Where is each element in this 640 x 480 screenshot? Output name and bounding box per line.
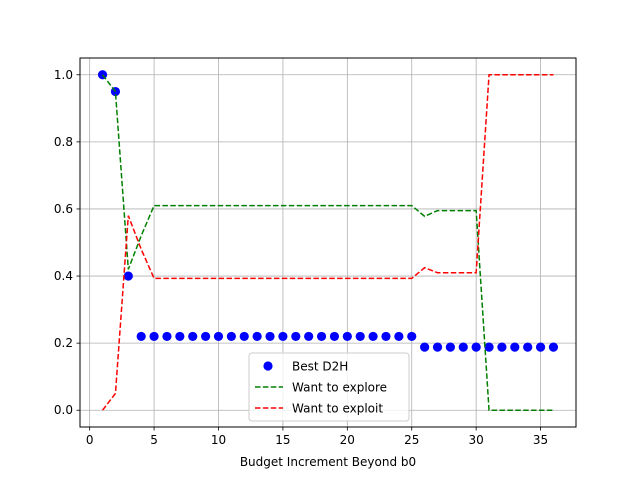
grid bbox=[80, 58, 576, 427]
legend-box bbox=[248, 352, 410, 422]
scatter-point bbox=[149, 331, 159, 342]
scatter-point bbox=[123, 271, 133, 281]
scatter-point bbox=[535, 342, 546, 352]
scatter-point bbox=[523, 342, 533, 352]
legend-item-want-to-exploit: Want to exploit bbox=[255, 402, 383, 416]
scatter-point bbox=[381, 331, 391, 342]
y-tick-label: 1.0 bbox=[54, 68, 73, 82]
x-ticks: 0 5 10 15 20 25 30 35 bbox=[86, 427, 548, 447]
scatter-point bbox=[342, 331, 352, 342]
scatter-point bbox=[394, 331, 404, 342]
plot-frame bbox=[79, 57, 577, 428]
x-tick-label: 20 bbox=[340, 433, 355, 447]
series-best-d2h bbox=[97, 70, 559, 352]
legend-label: Want to exploit bbox=[292, 402, 383, 416]
legend-marker bbox=[263, 361, 273, 371]
series-layer bbox=[97, 70, 559, 411]
legend-label: Want to explore bbox=[292, 381, 387, 395]
legend-label: Best D2H bbox=[292, 360, 348, 374]
x-axis-label: Budget Increment Beyond b0 bbox=[240, 455, 416, 469]
scatter-point bbox=[239, 331, 249, 342]
x-tick-label: 10 bbox=[211, 433, 226, 447]
scatter-point bbox=[226, 331, 236, 342]
scatter-point bbox=[291, 331, 301, 342]
x-tick-label: 25 bbox=[404, 433, 419, 447]
scatter-point bbox=[329, 331, 340, 342]
series-line-want-to-explore bbox=[101, 74, 554, 411]
x-tick-label: 30 bbox=[469, 433, 484, 447]
series-line-want-to-exploit bbox=[101, 74, 554, 411]
scatter-point bbox=[432, 342, 443, 352]
x-tick-label: 35 bbox=[533, 433, 548, 447]
scatter-point bbox=[548, 342, 559, 352]
legend-item-best-d2h: Best D2H bbox=[263, 360, 348, 374]
scatter-point bbox=[188, 331, 198, 342]
scatter-point bbox=[175, 331, 185, 342]
scatter-point bbox=[265, 331, 275, 342]
scatter-point bbox=[407, 331, 417, 342]
scatter-point bbox=[136, 331, 146, 342]
scatter-point bbox=[252, 331, 262, 342]
scatter-point bbox=[355, 331, 365, 342]
y-tick-label: 0.2 bbox=[54, 336, 73, 350]
x-tick-label: 5 bbox=[150, 433, 158, 447]
scatter-point bbox=[368, 331, 378, 342]
x-tick-label: 0 bbox=[86, 433, 94, 447]
scatter-point bbox=[484, 342, 494, 352]
scatter-point bbox=[458, 342, 468, 352]
scatter-point bbox=[201, 331, 211, 342]
scatter-point bbox=[278, 331, 288, 342]
y-tick-label: 0.4 bbox=[54, 269, 73, 283]
legend-item-want-to-explore: Want to explore bbox=[255, 381, 387, 395]
y-tick-label: 0.0 bbox=[54, 403, 73, 417]
y-ticks: 0.0 0.2 0.4 0.6 0.8 1.0 bbox=[54, 68, 80, 417]
scatter-point bbox=[420, 342, 430, 352]
x-tick-label: 15 bbox=[275, 433, 290, 447]
scatter-point bbox=[445, 342, 455, 352]
scatter-point bbox=[304, 331, 314, 342]
scatter-point bbox=[162, 331, 172, 342]
scatter-point bbox=[497, 342, 507, 352]
scatter-point bbox=[510, 342, 520, 352]
scatter-point bbox=[471, 342, 481, 352]
scatter-point bbox=[316, 331, 327, 342]
legend: Best D2H Want to explore Want to exploit bbox=[248, 352, 410, 422]
y-tick-label: 0.8 bbox=[54, 135, 73, 149]
y-tick-label: 0.6 bbox=[54, 202, 73, 216]
scatter-point bbox=[213, 331, 224, 342]
